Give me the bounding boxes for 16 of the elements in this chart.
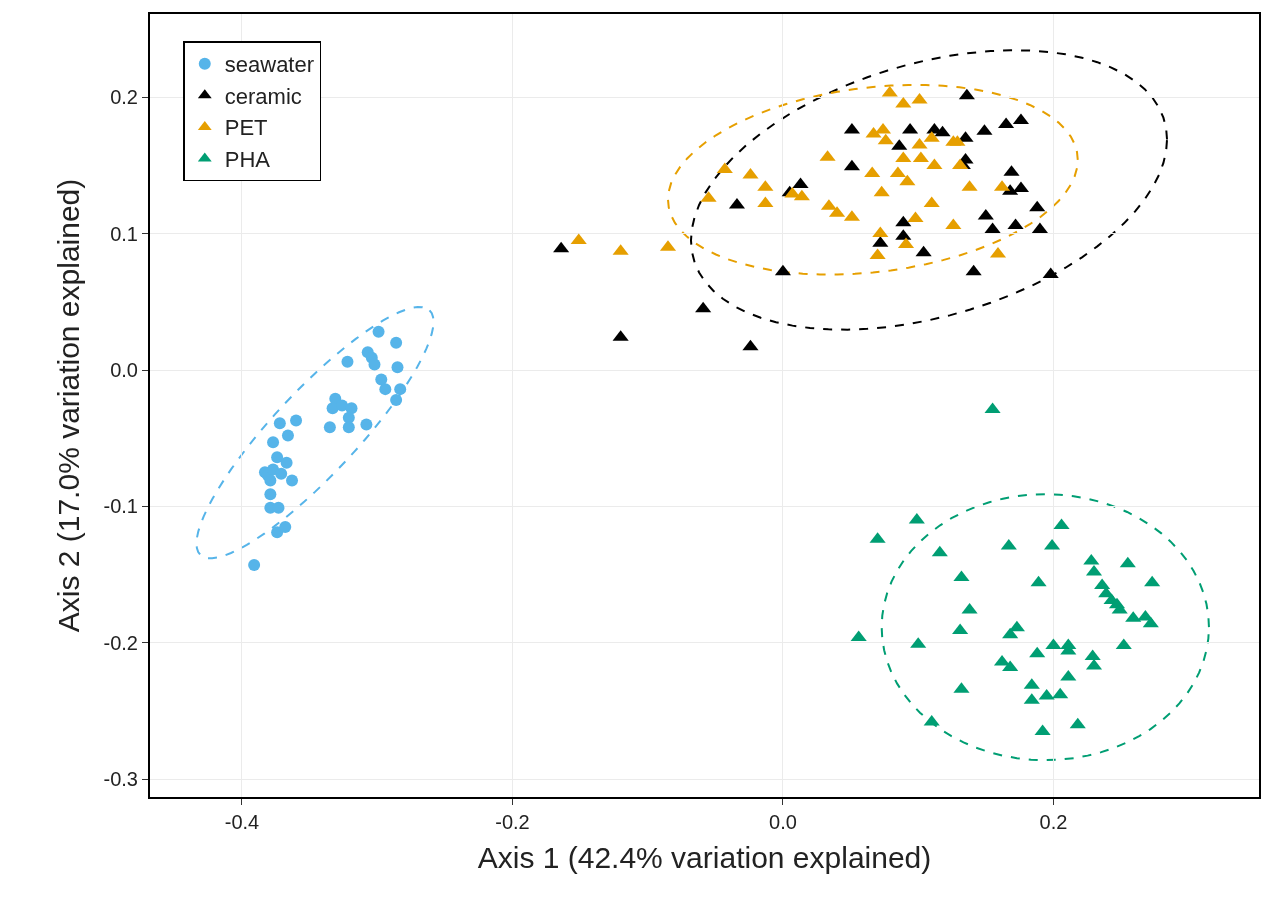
y-tick-label: -0.2 xyxy=(103,631,138,654)
x-tick-label: -0.4 xyxy=(224,811,260,833)
y-tick-label: -0.3 xyxy=(103,768,138,791)
y-tick-label: 0.2 xyxy=(110,86,138,109)
y-tick-label: -0.1 xyxy=(103,495,138,518)
legend-label: PET xyxy=(224,115,268,141)
legend-label: seawater xyxy=(224,52,315,78)
y-tick-label: 0.1 xyxy=(110,222,138,245)
x-tick-label: 0.0 xyxy=(769,811,797,833)
legend-label: PHA xyxy=(224,147,271,173)
legend-label: ceramic xyxy=(224,83,302,109)
x-tick-label: 0.2 xyxy=(1039,811,1068,833)
y-axis-title: Axis 2 (17.0% variation explained) xyxy=(52,178,86,633)
x-tick-label: -0.2 xyxy=(495,811,530,833)
x-axis-title: Axis 1 (42.4% variation explained) xyxy=(477,841,932,874)
y-tick-label: 0.0 xyxy=(110,359,138,382)
